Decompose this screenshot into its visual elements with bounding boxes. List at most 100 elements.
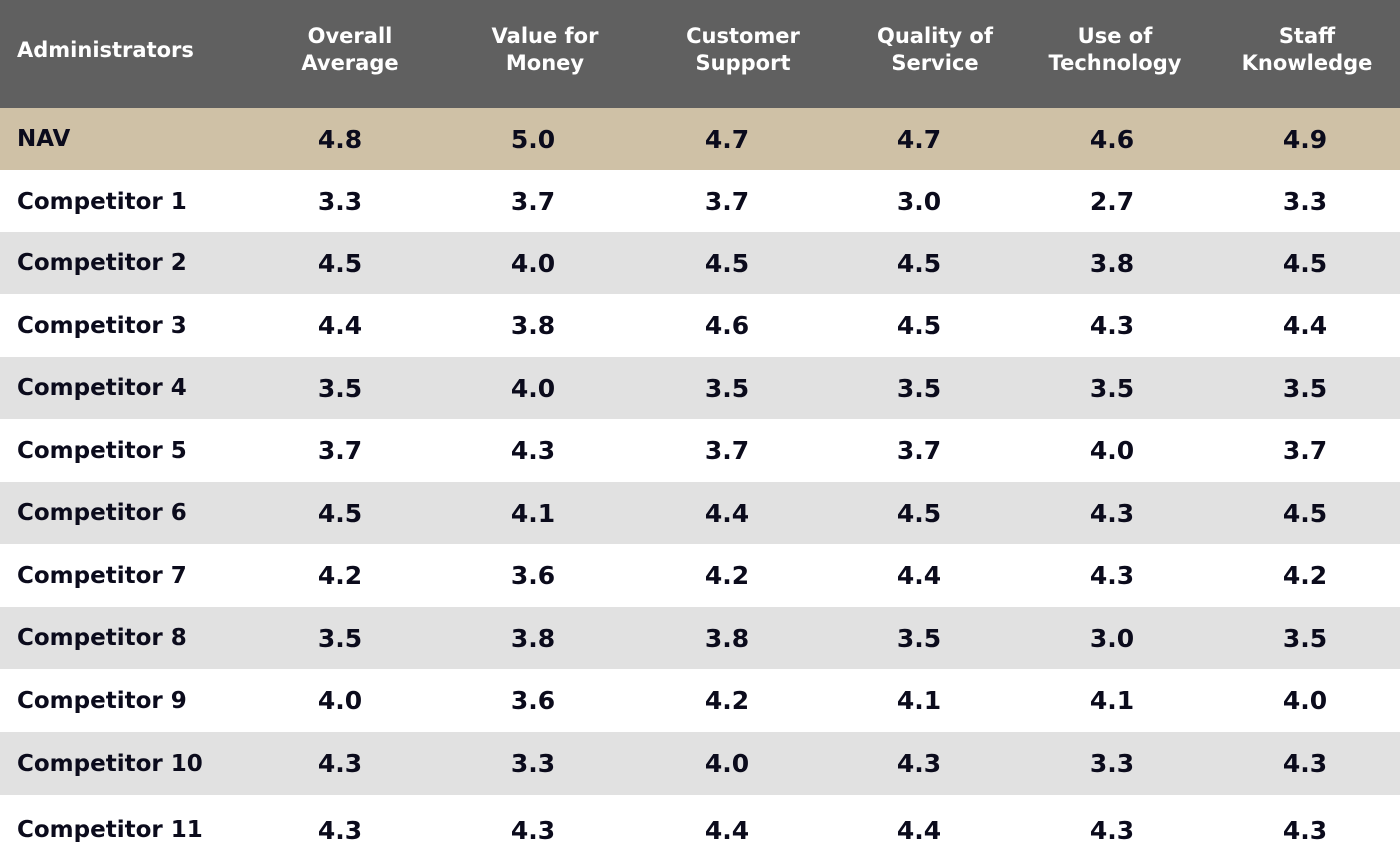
value-cell: 3.5 xyxy=(896,623,942,653)
value-cell: 4.3 xyxy=(510,436,556,465)
value-cell: 3.5 xyxy=(1282,623,1328,653)
table-row: Competitor 3 4.4 3.8 4.6 4.5 4.3 4.4 xyxy=(0,294,1400,357)
value-cell: 4.3 xyxy=(1089,815,1135,845)
row-label: Competitor 6 xyxy=(17,500,187,526)
value-cell: 4.4 xyxy=(704,815,750,845)
table-row: Competitor 6 4.5 4.1 4.4 4.5 4.3 4.5 xyxy=(0,482,1400,544)
value-cell: 4.2 xyxy=(704,686,750,715)
value-cell: 3.5 xyxy=(317,373,363,403)
value-cell: 2.7 xyxy=(1089,187,1135,216)
table-row: Competitor 11 4.3 4.3 4.4 4.4 4.3 4.3 xyxy=(0,795,1400,865)
column-header: Use of Technology xyxy=(1048,24,1182,75)
value-cell: 4.5 xyxy=(1282,248,1328,278)
value-cell: 4.1 xyxy=(1089,686,1135,715)
value-cell: 4.4 xyxy=(704,498,750,528)
value-cell: 4.2 xyxy=(317,561,363,590)
value-cell: 3.3 xyxy=(1089,749,1135,778)
value-cell: 4.4 xyxy=(1282,311,1328,340)
table-header: Administrators Overall Average Value for M… xyxy=(0,0,1400,108)
value-cell: 3.0 xyxy=(1089,623,1135,653)
value-cell: 3.8 xyxy=(510,623,556,653)
table-row: Competitor 9 4.0 3.6 4.2 4.1 4.1 4.0 xyxy=(0,669,1400,732)
value-cell: 4.3 xyxy=(1282,815,1328,845)
row-label: Competitor 11 xyxy=(17,817,203,843)
value-cell: 4.8 xyxy=(317,124,363,154)
value-cell: 4.5 xyxy=(317,248,363,278)
value-cell: 4.5 xyxy=(896,498,942,528)
value-cell: 4.2 xyxy=(704,561,750,590)
value-cell: 3.7 xyxy=(1282,436,1328,465)
value-cell: 3.5 xyxy=(704,373,750,403)
row-label: Competitor 5 xyxy=(17,437,187,464)
value-cell: 4.3 xyxy=(1089,498,1135,528)
value-cell: 4.3 xyxy=(896,749,942,778)
row-label: Competitor 8 xyxy=(17,625,187,651)
table-row: Competitor 4 3.5 4.0 3.5 3.5 3.5 3.5 xyxy=(0,357,1400,419)
value-cell: 4.0 xyxy=(510,248,556,278)
value-cell: 4.4 xyxy=(896,561,942,590)
value-cell: 5.0 xyxy=(510,124,556,154)
value-cell: 4.0 xyxy=(510,373,556,403)
header-administrators: Administrators xyxy=(17,37,194,62)
value-cell: 3.3 xyxy=(317,187,363,216)
row-label: Competitor 10 xyxy=(17,750,203,777)
value-cell: 3.7 xyxy=(317,436,363,465)
value-cell: 3.5 xyxy=(317,623,363,653)
value-cell: 3.7 xyxy=(510,187,556,216)
value-cell: 4.3 xyxy=(1089,311,1135,340)
value-cell: 4.6 xyxy=(704,311,750,340)
value-cell: 4.4 xyxy=(896,815,942,845)
value-cell: 4.3 xyxy=(317,815,363,845)
value-cell: 3.6 xyxy=(510,686,556,715)
value-cell: 4.2 xyxy=(1282,561,1328,590)
row-label: Competitor 4 xyxy=(17,375,187,401)
value-cell: 4.3 xyxy=(510,815,556,845)
value-cell: 3.7 xyxy=(704,187,750,216)
value-cell: 3.5 xyxy=(896,373,942,403)
column-header: Staff Knowledge xyxy=(1241,24,1373,75)
value-cell: 4.4 xyxy=(317,311,363,340)
value-cell: 4.0 xyxy=(317,686,363,715)
row-label: Competitor 7 xyxy=(17,562,187,589)
value-cell: 4.3 xyxy=(1089,561,1135,590)
row-label: Competitor 3 xyxy=(17,312,187,339)
value-cell: 3.6 xyxy=(510,561,556,590)
value-cell: 4.6 xyxy=(1089,124,1135,154)
table-row: Competitor 8 3.5 3.8 3.8 3.5 3.0 3.5 xyxy=(0,607,1400,669)
value-cell: 3.8 xyxy=(510,311,556,340)
row-label: Competitor 1 xyxy=(17,188,187,215)
column-header: Customer Support xyxy=(686,24,800,75)
value-cell: 4.3 xyxy=(1282,749,1328,778)
row-label: Competitor 9 xyxy=(17,687,187,714)
value-cell: 4.3 xyxy=(317,749,363,778)
table-row: Competitor 7 4.2 3.6 4.2 4.4 4.3 4.2 xyxy=(0,544,1400,607)
column-header: Overall Average xyxy=(301,24,399,75)
value-cell: 4.0 xyxy=(1089,436,1135,465)
value-cell: 3.3 xyxy=(510,749,556,778)
table-row: Competitor 5 3.7 4.3 3.7 3.7 4.0 3.7 xyxy=(0,419,1400,482)
value-cell: 4.5 xyxy=(896,248,942,278)
value-cell: 4.5 xyxy=(1282,498,1328,528)
value-cell: 3.5 xyxy=(1089,373,1135,403)
value-cell: 4.1 xyxy=(896,686,942,715)
value-cell: 4.0 xyxy=(1282,686,1328,715)
value-cell: 3.5 xyxy=(1282,373,1328,403)
value-cell: 4.7 xyxy=(896,124,942,154)
value-cell: 3.7 xyxy=(704,436,750,465)
value-cell: 3.7 xyxy=(896,436,942,465)
table-row: Competitor 2 4.5 4.0 4.5 4.5 3.8 4.5 xyxy=(0,232,1400,294)
value-cell: 3.8 xyxy=(704,623,750,653)
row-label: Competitor 2 xyxy=(17,250,187,276)
value-cell: 3.0 xyxy=(896,187,942,216)
column-header: Value for Money xyxy=(491,24,599,75)
value-cell: 3.3 xyxy=(1282,187,1328,216)
table-row: Competitor 1 3.3 3.7 3.7 3.0 2.7 3.3 xyxy=(0,170,1400,233)
value-cell: 3.8 xyxy=(1089,248,1135,278)
value-cell: 4.5 xyxy=(704,248,750,278)
column-header: Quality of Service xyxy=(877,24,993,75)
value-cell: 4.7 xyxy=(704,124,750,154)
value-cell: 4.0 xyxy=(704,749,750,778)
value-cell: 4.5 xyxy=(896,311,942,340)
value-cell: 4.9 xyxy=(1282,124,1328,154)
row-label: NAV xyxy=(17,126,71,152)
